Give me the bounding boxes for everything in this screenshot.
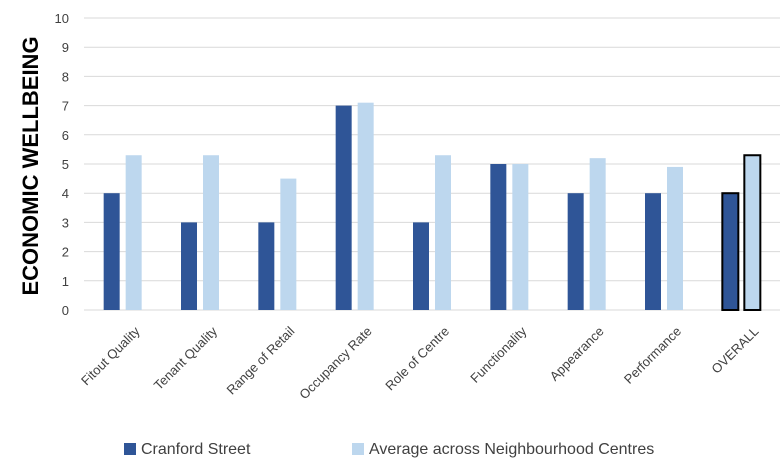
x-tick-label-appearance: Appearance <box>547 324 607 384</box>
gridlines <box>84 17 780 311</box>
bar-cranford-street-occupancy-rate <box>335 105 352 310</box>
bar-cranford-street-performance <box>645 193 661 310</box>
y-tick-label: 0 <box>62 303 69 318</box>
y-tick-label: 9 <box>62 40 69 55</box>
y-tick-label: 7 <box>62 99 69 114</box>
bar-average-across-neighbourhood-centres-overall <box>743 154 762 311</box>
y-axis-ticks: 0 1 2 3 4 5 6 7 8 9 10 <box>55 11 69 318</box>
y-tick-label: 4 <box>62 186 69 201</box>
bar-cranford-street-tenant-quality <box>181 222 197 310</box>
x-tick-label-range-of-retail: Range of Retail <box>223 323 297 397</box>
legend: Cranford Street Average across Neighbour… <box>124 441 654 458</box>
x-tick-label-tenant-quality: Tenant Quality <box>151 323 221 393</box>
legend-swatch-cranford-street <box>124 443 136 455</box>
x-tick-label-performance: Performance <box>621 324 684 387</box>
y-axis-title: ECONOMIC WELLBEING <box>18 36 43 295</box>
y-tick-label: 10 <box>55 11 69 26</box>
bar-average-across-neighbourhood-centres-fitout-quality <box>125 155 142 310</box>
legend-label-neighbourhood-average: Average across Neighbourhood Centres <box>369 441 654 458</box>
bar-average-across-neighbourhood-centres-performance <box>667 166 683 310</box>
y-tick-label: 5 <box>62 157 69 172</box>
bar-cranford-street-appearance <box>567 193 584 310</box>
bar-cranford-street-functionality <box>490 164 507 310</box>
bars <box>103 102 762 311</box>
y-tick-label: 2 <box>62 245 69 260</box>
bar-cranford-street-overall <box>721 192 740 311</box>
y-tick-label: 3 <box>62 215 69 230</box>
bar-cranford-street-fitout-quality <box>103 193 120 310</box>
x-tick-label-role-of-centre: Role of Centre <box>382 324 452 394</box>
bar-average-across-neighbourhood-centres-tenant-quality <box>203 155 219 310</box>
x-tick-label-functionality: Functionality <box>467 323 530 386</box>
x-axis-ticks: Fitout Quality Tenant Quality Range of Ret… <box>78 323 761 402</box>
x-tick-label-fitout-quality: Fitout Quality <box>78 323 143 388</box>
x-tick-label-overall: OVERALL <box>708 324 761 377</box>
bar-average-across-neighbourhood-centres-occupancy-rate <box>357 102 374 311</box>
y-tick-label: 8 <box>62 69 69 84</box>
y-tick-label: 6 <box>62 128 69 143</box>
x-tick-label-occupancy-rate: Occupancy Rate <box>296 324 375 403</box>
bar-average-across-neighbourhood-centres-appearance <box>589 158 606 310</box>
bar-cranford-street-range-of-retail <box>258 222 275 310</box>
bar-average-across-neighbourhood-centres-functionality <box>512 164 529 310</box>
legend-swatch-neighbourhood-average <box>352 443 364 455</box>
legend-label-cranford-street: Cranford Street <box>141 441 251 458</box>
bar-average-across-neighbourhood-centres-range-of-retail <box>280 178 297 310</box>
bar-cranford-street-role-of-centre <box>413 222 429 310</box>
bar-average-across-neighbourhood-centres-role-of-centre <box>435 155 451 310</box>
y-tick-label: 1 <box>62 274 69 289</box>
